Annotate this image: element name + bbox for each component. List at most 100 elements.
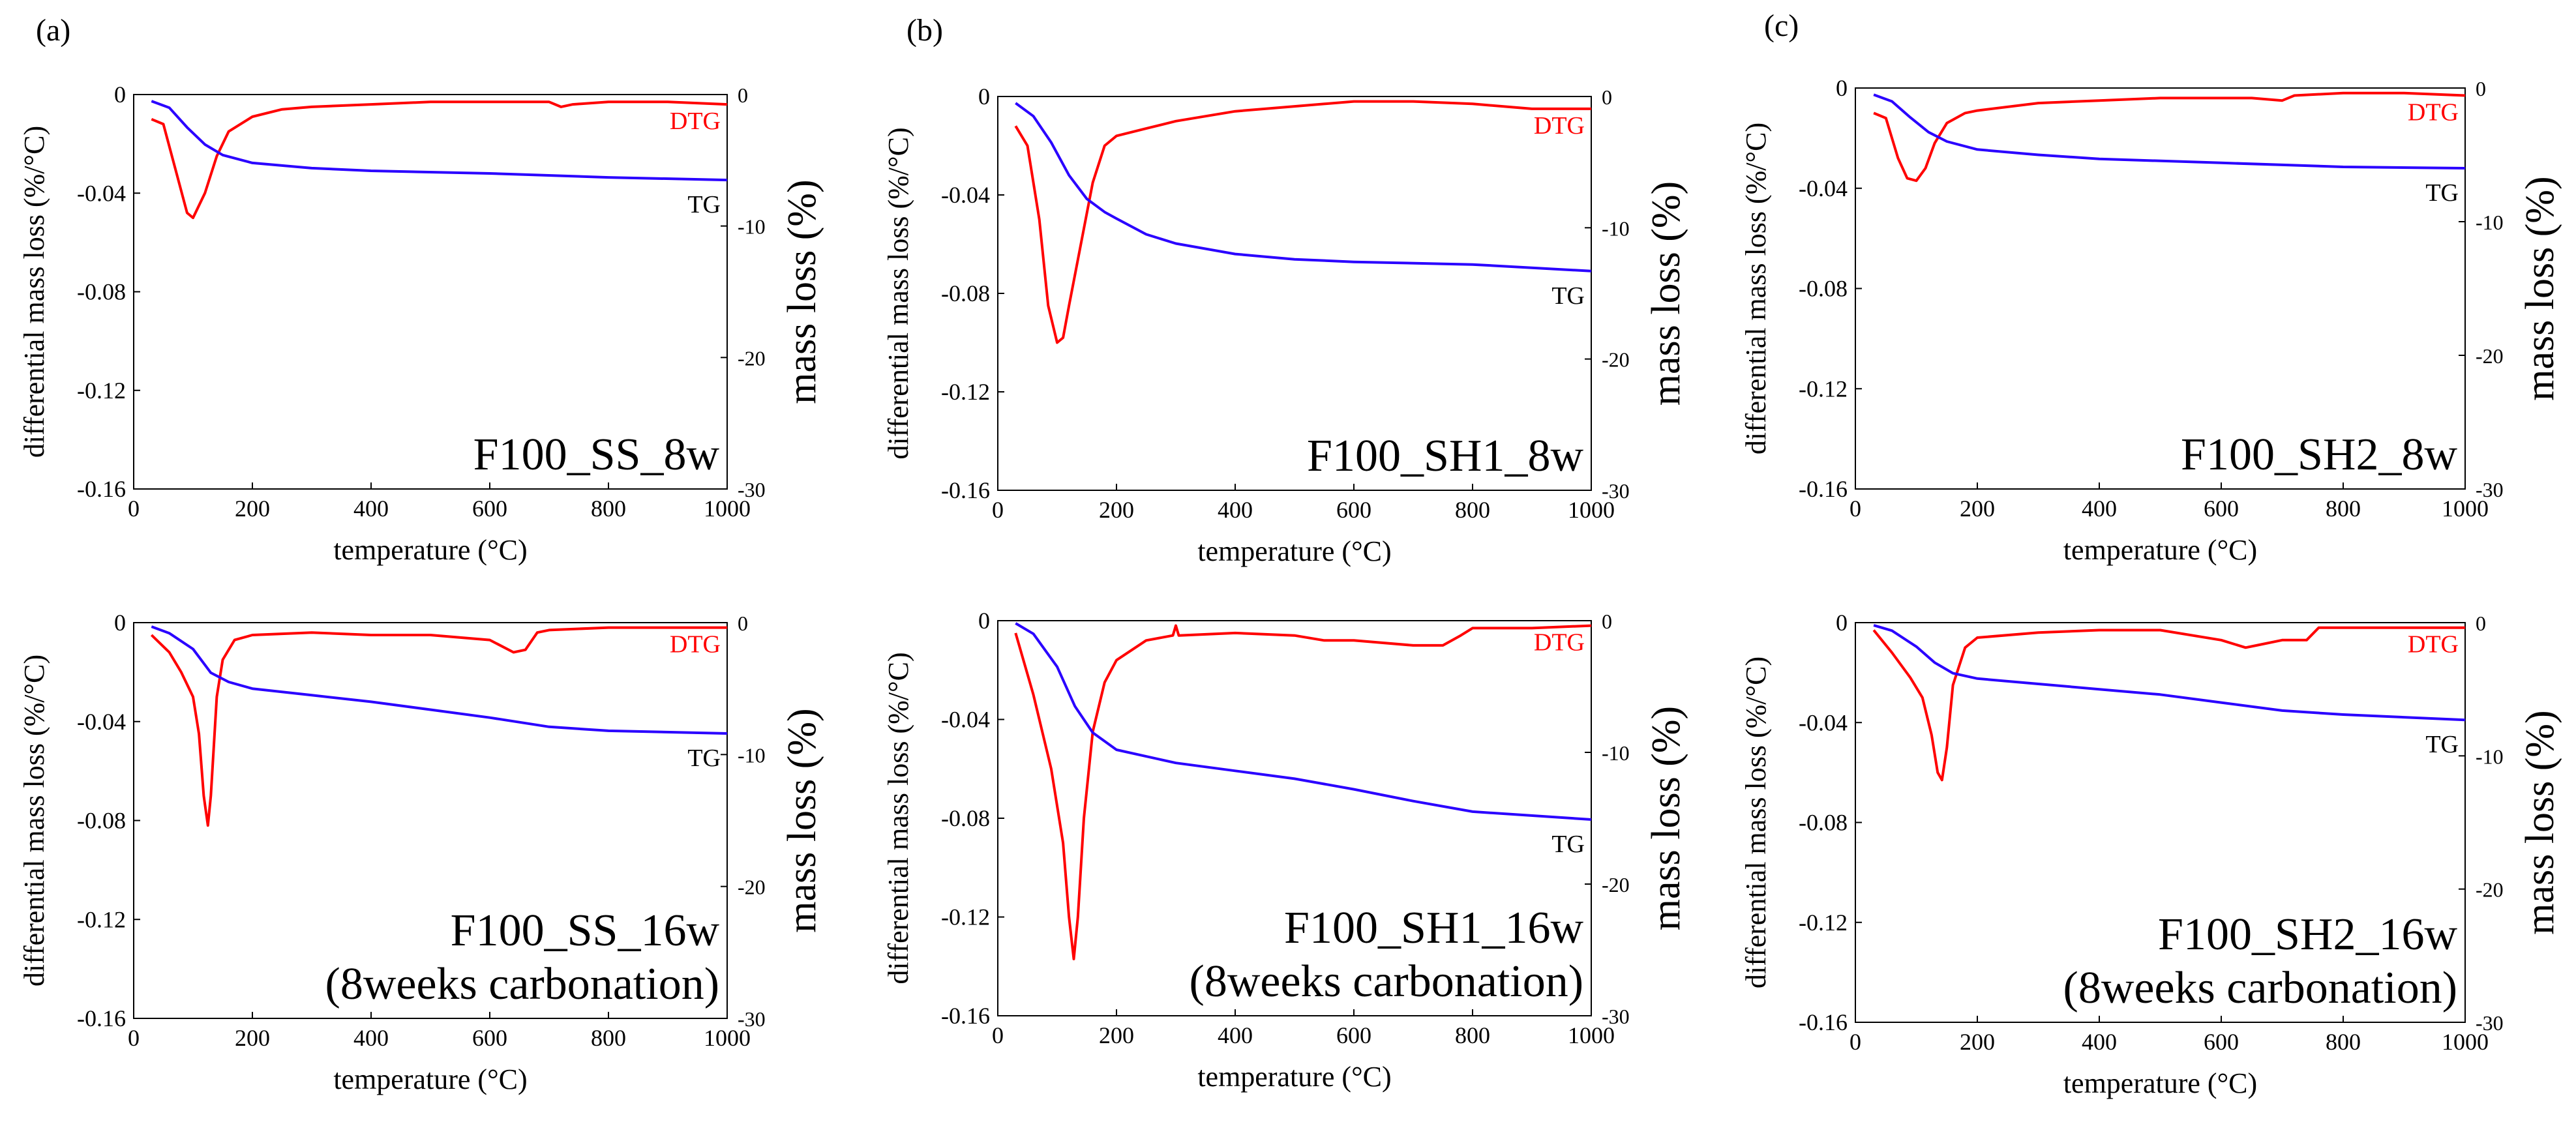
x-tick-label: 1000: [2442, 495, 2489, 522]
series-tg-label: TG: [1551, 831, 1585, 858]
series-dtg-line: [1014, 100, 1591, 344]
y-right-tick-label: 0: [2476, 612, 2486, 635]
y-tick-label: 0: [978, 83, 990, 110]
x-tick-label: 400: [353, 1025, 389, 1051]
y-right-tick-label: -10: [738, 215, 766, 239]
y-axis-label: differential mass loss (%/°C): [1740, 657, 1772, 988]
series-tg-line: [1873, 93, 2466, 170]
x-tick-label: 0: [992, 1022, 1004, 1048]
y-right-tick-label: -30: [738, 478, 766, 501]
sample-label: F100_SH2_8w: [2181, 430, 2457, 480]
y-right-tick-label: -20: [738, 876, 766, 899]
series-dtg-label: DTG: [670, 108, 721, 135]
x-tick-label: 0: [992, 497, 1004, 523]
chart-panel: 0 200 400 600 800 10000-0.04-0.08-0.12-0.160-…: [882, 608, 1688, 1093]
x-tick-label: 600: [2204, 1029, 2239, 1055]
series-dtg-label: DTG: [1534, 112, 1585, 140]
series-tg-label: TG: [2425, 731, 2459, 758]
y-tick-label: -0.04: [941, 182, 990, 208]
y-tick-label: -0.12: [77, 377, 126, 404]
series-dtg-line: [1873, 91, 2466, 183]
series-dtg-line: [1014, 624, 1592, 960]
x-tick-label: 200: [1099, 1022, 1134, 1048]
sample-label: F100_SH1_8w: [1307, 431, 1583, 481]
chart-panel: 0 200 400 600 800 10000-0.04-0.08-0.12-0.160-…: [18, 81, 824, 566]
y-right-tick-label: -20: [1602, 873, 1630, 896]
y-right-tick-label: -30: [1602, 479, 1630, 503]
series-dtg-label: DTG: [1534, 629, 1585, 657]
x-axis-label: temperature (°C): [2063, 1067, 2257, 1099]
y-right-tick-label: -20: [738, 346, 766, 370]
y-right-tick-label: -20: [2476, 344, 2504, 368]
series-tg-line: [151, 100, 728, 182]
y-right-tick-label: 0: [1602, 610, 1612, 633]
y-right-axis-label: mass loss (%): [780, 179, 824, 404]
x-tick-label: 200: [1960, 495, 1995, 522]
y-axis-label: differential mass loss (%/°C): [18, 126, 50, 458]
x-tick-label: 800: [1455, 497, 1490, 523]
y-right-axis-label: mass loss (%): [2518, 710, 2562, 934]
y-tick-label: -0.12: [941, 904, 990, 930]
y-right-axis-label: mass loss (%): [1644, 706, 1688, 930]
y-right-tick-label: 0: [738, 612, 748, 635]
y-right-axis-label: mass loss (%): [2518, 176, 2562, 400]
x-tick-label: 400: [1218, 497, 1253, 523]
chart-panel: 0 200 400 600 800 10000-0.04-0.08-0.12-0.160-…: [882, 83, 1688, 567]
x-tick-label: 200: [1960, 1029, 1995, 1055]
series-tg-line: [1015, 622, 1592, 821]
y-tick-label: -0.12: [77, 906, 126, 932]
y-tick-label: -0.08: [1799, 276, 1848, 302]
chart-panel: 0 200 400 600 800 10000-0.04-0.08-0.12-0.160-…: [1740, 610, 2562, 1099]
x-tick-label: 1000: [2442, 1029, 2489, 1055]
y-tick-label: -0.16: [77, 476, 126, 502]
y-tick-label: -0.16: [941, 477, 990, 503]
series-dtg-line: [1872, 626, 2465, 782]
y-tick-label: -0.04: [77, 180, 126, 206]
y-right-axis-label: mass loss (%): [1644, 181, 1688, 406]
x-tick-label: 800: [2326, 495, 2361, 522]
y-tick-label: -0.12: [1799, 910, 1848, 936]
y-right-tick-label: -10: [1602, 216, 1630, 240]
x-tick-label: 0: [128, 1025, 140, 1051]
x-tick-label: 400: [2082, 1029, 2117, 1055]
y-tick-label: -0.16: [1799, 476, 1848, 502]
x-axis-label: temperature (°C): [333, 1063, 527, 1095]
x-tick-label: 200: [1099, 497, 1134, 523]
y-tick-label: -0.08: [77, 808, 126, 834]
series-tg-label: TG: [2425, 179, 2459, 207]
y-right-tick-label: -10: [2476, 745, 2504, 768]
x-axis-label: temperature (°C): [2063, 534, 2257, 566]
y-tick-label: -0.08: [77, 279, 126, 305]
x-tick-label: 1000: [1568, 1022, 1615, 1048]
y-axis-label: differential mass loss (%/°C): [1740, 123, 1772, 454]
y-right-tick-label: -10: [738, 743, 766, 767]
plot-frame: [1855, 87, 2466, 490]
y-tick-label: -0.08: [941, 805, 990, 831]
sample-label: (8weeks carbonation): [2063, 963, 2457, 1013]
y-right-axis-label: mass loss (%): [780, 708, 824, 932]
y-axis-label: differential mass loss (%/°C): [882, 127, 914, 459]
y-right-tick-label: -30: [738, 1007, 766, 1031]
sample-label: F100_SS_8w: [473, 430, 720, 480]
sample-label: F100_SH1_16w: [1284, 903, 1583, 953]
series-dtg-line: [151, 100, 728, 220]
series-dtg-label: DTG: [2408, 631, 2459, 658]
y-tick-label: -0.04: [77, 709, 126, 735]
sample-label: F100_SS_16w: [451, 906, 720, 956]
y-right-tick-label: 0: [738, 83, 748, 107]
x-tick-label: 200: [235, 495, 270, 522]
chart-panel: 0 200 400 600 800 10000-0.04-0.08-0.12-0.160-…: [1740, 75, 2562, 566]
chart-panel: 0 200 400 600 800 10000-0.04-0.08-0.12-0.160-…: [18, 610, 824, 1095]
y-right-tick-label: -10: [2476, 211, 2504, 234]
y-tick-label: -0.12: [1799, 376, 1848, 402]
x-tick-label: 0: [1850, 1029, 1861, 1055]
series-dtg-line: [150, 626, 727, 827]
x-tick-label: 600: [2204, 495, 2239, 522]
x-axis-label: temperature (°C): [333, 534, 527, 566]
x-axis-label: temperature (°C): [1197, 535, 1391, 567]
x-tick-label: 600: [472, 1025, 507, 1051]
y-tick-label: -0.12: [941, 379, 990, 405]
y-tick-label: -0.16: [941, 1003, 990, 1029]
sample-label: (8weeks carbonation): [325, 959, 719, 1009]
y-tick-label: 0: [978, 608, 990, 634]
